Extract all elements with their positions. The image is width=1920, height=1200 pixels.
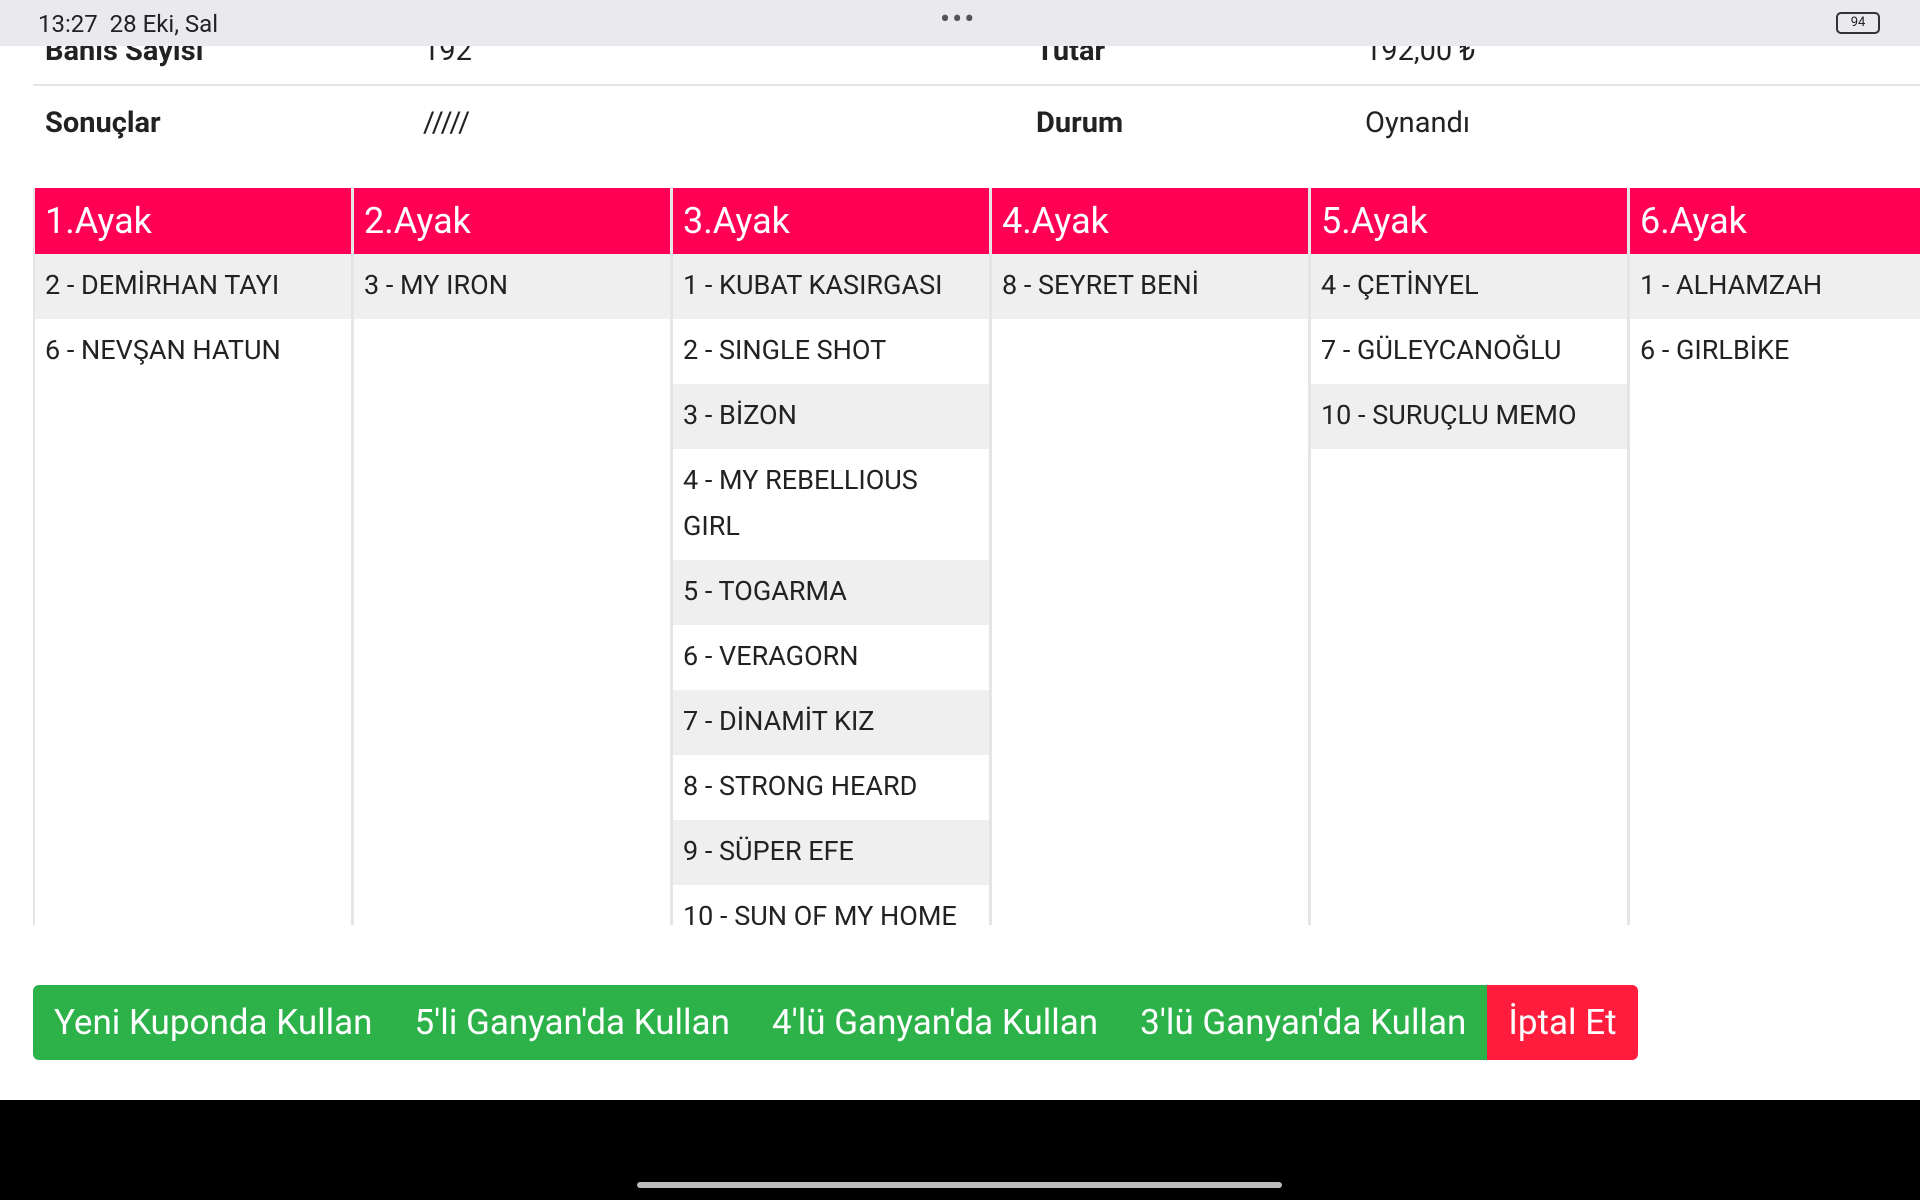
horse-list: 4 - ÇETİNYEL 7 - GÜLEYCANOĞLU 10 - SURUÇLU… [1311,254,1627,449]
horse-item: 9 - SÜPER EFE [673,820,989,885]
horse-item: 4 - MY REBELLIOUS GIRL [683,464,918,542]
horse-item: 7 - GÜLEYCANOĞLU [1321,334,1562,366]
info-value: Oynandı [1365,106,1471,140]
horse-list: 1 - KUBAT KASIRGASI 2 - SINGLE SHOT 3 - Bİ… [673,254,989,925]
info-label: Durum [1036,106,1124,140]
leg-header: 1.Ayak [35,188,351,254]
horse-item: 6 - VERAGORN [683,640,859,672]
info-row: Sonuçlar ///// Durum Oynandı [33,86,1920,156]
info-label: Sonuçlar [45,106,161,140]
action-button[interactable]: 5'li Ganyan'da Kullan [393,985,751,1060]
action-button[interactable]: Yeni Kuponda Kullan [33,985,394,1060]
action-button[interactable]: İptal Et [1487,985,1638,1060]
action-button[interactable]: 4'lü Ganyan'da Kullan [750,985,1120,1060]
leg-column: 3.Ayak 1 - KUBAT KASIRGASI 2 - SINGLE SHOT… [671,188,991,925]
status-time: 13:27 28 Eki, Sal [38,10,218,38]
horse-list: 3 - MY IRON [354,254,670,319]
info-value: ///// [423,106,471,140]
horse-list: 1 - ALHAMZAH 6 - GIRLBİKE [1630,254,1920,384]
horse-item: 3 - BİZON [673,384,989,449]
leg-column: 2.Ayak 3 - MY IRON [352,188,672,925]
leg-column: 6.Ayak 1 - ALHAMZAH 6 - GIRLBİKE [1628,188,1920,925]
horse-item: 4 - ÇETİNYEL [1311,254,1627,319]
horse-list: 8 - SEYRET BENİ [992,254,1308,319]
horse-item: 8 - SEYRET BENİ [992,254,1308,319]
menu-dots: ••• [940,2,977,37]
horse-item: 1 - ALHAMZAH [1630,254,1920,319]
leg-column: 1.Ayak 2 - DEMİRHAN TAYI 6 - NEVŞAN HATUN [33,188,353,925]
time: 13:27 [38,10,98,38]
horse-item: 5 - TOGARMA [673,560,989,625]
leg-header: 6.Ayak [1630,188,1920,254]
horse-item: 8 - STRONG HEARD [683,770,918,802]
horse-item: 6 - GIRLBİKE [1640,334,1790,366]
action-button[interactable]: 3'lü Ganyan'da Kullan [1119,985,1488,1060]
battery: 94 [1836,12,1880,34]
horse-item: 3 - MY IRON [354,254,670,319]
leg-header: 4.Ayak [992,188,1308,254]
leg-column: 5.Ayak 4 - ÇETİNYEL 7 - GÜLEYCANOĞLU 10 - S… [1309,188,1629,925]
horse-item: 2 - DEMİRHAN TAYI [35,254,351,319]
horse-item: 2 - SINGLE SHOT [683,334,887,366]
legs: 1.Ayak 2 - DEMİRHAN TAYI 6 - NEVŞAN HATUN 2… [33,188,1920,925]
horse-item: 7 - DİNAMİT KIZ [673,690,989,755]
ticket-sheet: 13:27 28 Eki, Sal ••• 94 Bahis Sayısı 192… [0,0,1920,1100]
leg-column: 4.Ayak 8 - SEYRET BENİ [990,188,1310,925]
leg-header: 2.Ayak [354,188,670,254]
leg-header: 3.Ayak [673,188,989,254]
horse-item: 1 - KUBAT KASIRGASI [673,254,989,319]
action-buttons: Yeni Kuponda Kullan 5'li Ganyan'da Kullan… [33,985,1638,1060]
horse-list: 2 - DEMİRHAN TAYI 6 - NEVŞAN HATUN [35,254,351,384]
horse-item: 10 - SURUÇLU MEMO [1311,384,1627,449]
nav-handle [637,1182,1282,1188]
leg-header: 5.Ayak [1311,188,1627,254]
date: 28 Eki, Sal [109,10,219,38]
status-bar: 13:27 28 Eki, Sal ••• 94 [0,0,1920,46]
horse-item: 6 - NEVŞAN HATUN [45,334,281,366]
horse-item: 10 - SUN OF MY HOME [683,900,957,925]
